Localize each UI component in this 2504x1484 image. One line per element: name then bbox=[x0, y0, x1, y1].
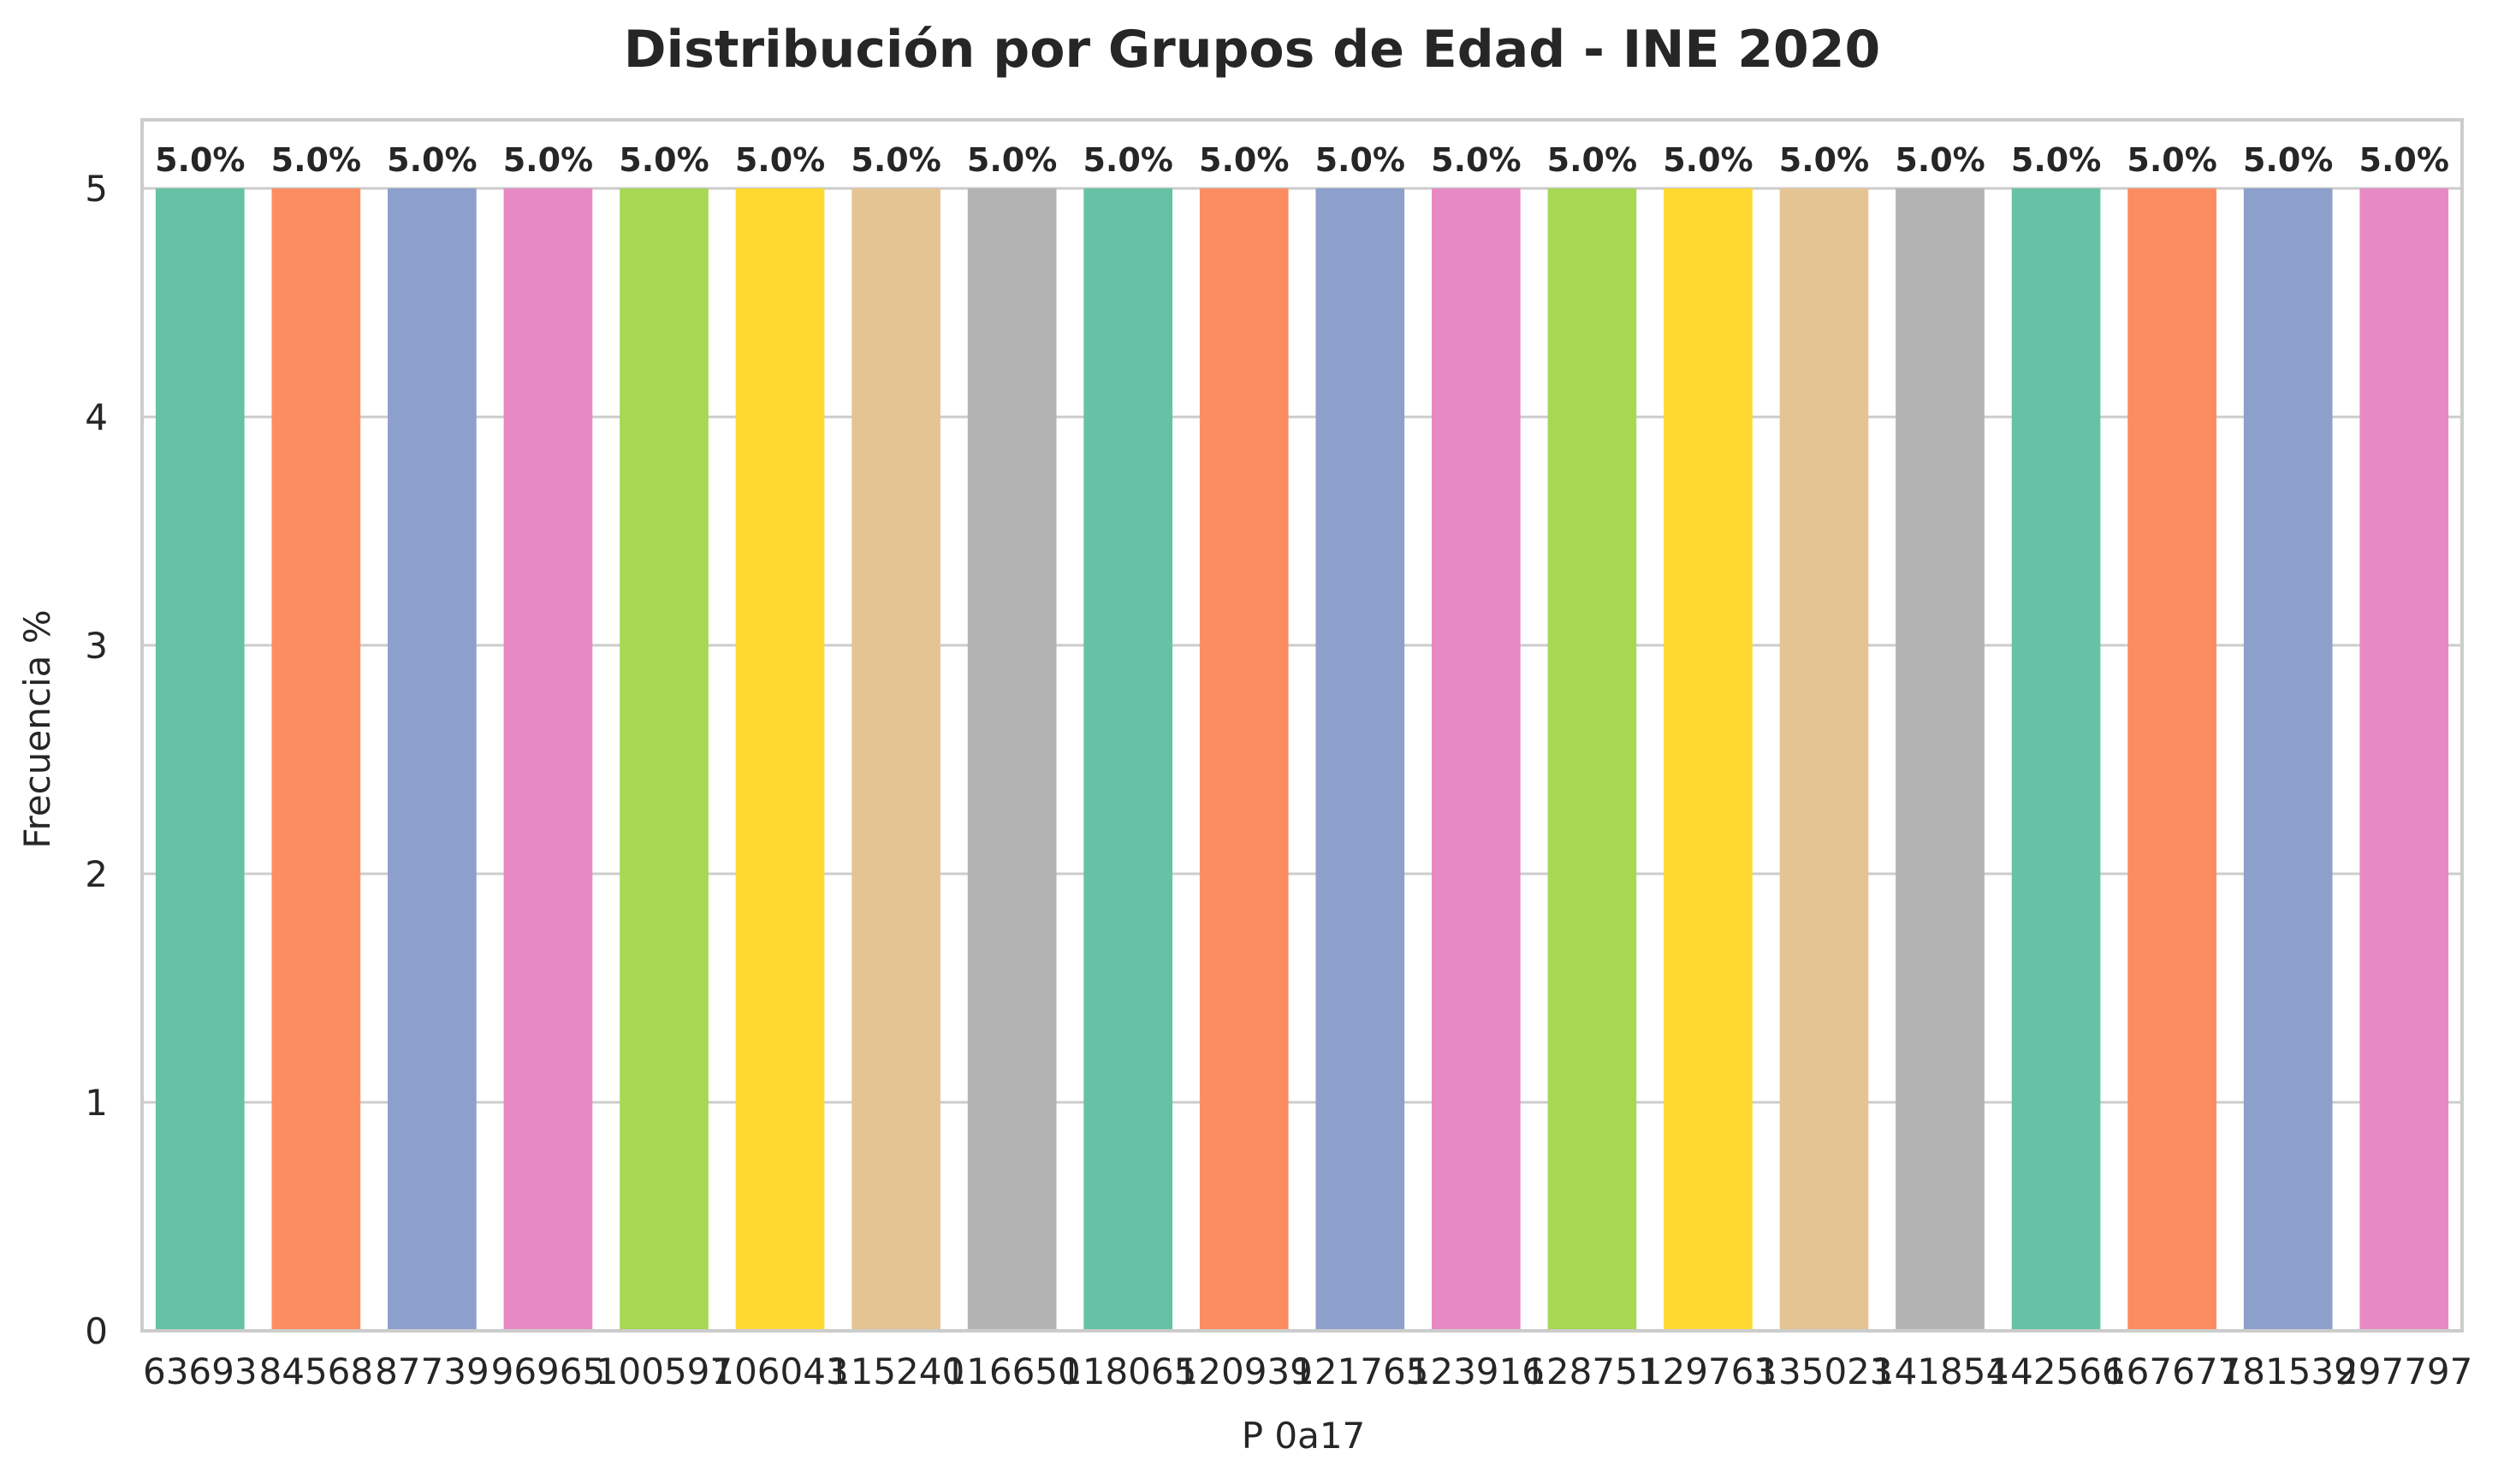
x-tick-label: 121765 bbox=[1291, 1350, 1428, 1392]
data-label: 5.0% bbox=[1083, 141, 1172, 179]
x-tick-label: 297797 bbox=[2335, 1350, 2472, 1392]
bar-128751 bbox=[1547, 188, 1637, 1331]
x-tick-label: 115240 bbox=[828, 1350, 964, 1392]
bar-142566 bbox=[2011, 188, 2101, 1331]
data-label: 5.0% bbox=[2243, 141, 2333, 179]
bar-100597 bbox=[620, 188, 709, 1331]
x-axis-label: P 0a17 bbox=[1242, 1415, 1366, 1457]
bar-118065 bbox=[1083, 188, 1173, 1331]
data-label: 5.0% bbox=[387, 141, 477, 179]
bar-120939 bbox=[1199, 188, 1289, 1331]
chart-title: Distribución por Grupos de Edad - INE 20… bbox=[624, 20, 1881, 80]
data-label: 5.0% bbox=[851, 141, 940, 179]
data-label: 5.0% bbox=[1431, 141, 1521, 179]
x-tick-label: 116650 bbox=[943, 1350, 1080, 1392]
x-tick-label: 135023 bbox=[1755, 1350, 1892, 1392]
bar-129763 bbox=[1664, 188, 1753, 1331]
x-tick-label: 142566 bbox=[1987, 1350, 2124, 1392]
data-label: 5.0% bbox=[2359, 141, 2449, 179]
x-tick-label: 63693 bbox=[143, 1350, 258, 1392]
x-axis-ticks: 63693 84568 87739 9696510059710604311524011… bbox=[143, 1350, 2472, 1392]
bar-116650 bbox=[967, 188, 1057, 1331]
bar-96965 bbox=[503, 188, 593, 1331]
data-label: 5.0% bbox=[1663, 141, 1753, 179]
bar-135023 bbox=[1779, 188, 1869, 1331]
x-tick-label: 106043 bbox=[711, 1350, 848, 1392]
y-axis-label: Frecuencia % bbox=[16, 609, 58, 848]
x-tick-label: 96965 bbox=[491, 1350, 606, 1392]
bar-63693 bbox=[155, 188, 245, 1331]
data-label: 5.0% bbox=[1779, 141, 1869, 179]
data-labels: 5.0% 5.0% 5.0% 5.0% 5.0% 5.0% 5.0% 5.0% 5.0% 5.0%… bbox=[155, 141, 2449, 179]
y-tick-label: 5 bbox=[85, 168, 108, 210]
data-label: 5.0% bbox=[155, 141, 245, 179]
x-tick-label: 128751 bbox=[1523, 1350, 1660, 1392]
bars bbox=[155, 188, 2449, 1331]
data-label: 5.0% bbox=[735, 141, 825, 179]
data-label: 5.0% bbox=[1199, 141, 1289, 179]
y-tick-label: 0 bbox=[85, 1310, 108, 1352]
bar-123916 bbox=[1431, 188, 1521, 1331]
data-label: 5.0% bbox=[1547, 141, 1637, 179]
x-tick-label: 84568 bbox=[259, 1350, 374, 1392]
bar-181539 bbox=[2243, 188, 2333, 1331]
data-label: 5.0% bbox=[1315, 141, 1405, 179]
data-label: 5.0% bbox=[2011, 141, 2101, 179]
x-tick-label: 118065 bbox=[1059, 1350, 1196, 1392]
data-label: 5.0% bbox=[967, 141, 1057, 179]
bar-167677 bbox=[2127, 188, 2216, 1331]
bar-141854 bbox=[1896, 188, 1985, 1331]
data-label: 5.0% bbox=[619, 141, 709, 179]
y-tick-label: 3 bbox=[85, 625, 108, 667]
plot-frame bbox=[140, 118, 2464, 1333]
x-tick-label: 120939 bbox=[1176, 1350, 1313, 1392]
x-tick-label: 100597 bbox=[596, 1350, 733, 1392]
y-tick-label: 2 bbox=[85, 853, 108, 895]
x-tick-label: 181539 bbox=[2220, 1350, 2357, 1392]
x-tick-label: 87739 bbox=[375, 1350, 490, 1392]
bar-106043 bbox=[735, 188, 825, 1331]
bar-297797 bbox=[2359, 188, 2449, 1331]
x-tick-label: 123916 bbox=[1408, 1350, 1545, 1392]
bar-121765 bbox=[1315, 188, 1405, 1331]
x-tick-label: 167677 bbox=[2103, 1350, 2240, 1392]
data-label: 5.0% bbox=[503, 141, 593, 179]
gridlines bbox=[142, 187, 2462, 1333]
data-label: 5.0% bbox=[1895, 141, 1985, 179]
bar-84568 bbox=[271, 188, 361, 1331]
data-label: 5.0% bbox=[2127, 141, 2216, 179]
x-tick-label: 141854 bbox=[1872, 1350, 2009, 1392]
bar-87739 bbox=[388, 188, 477, 1331]
y-tick-label: 1 bbox=[85, 1082, 108, 1124]
bar-115240 bbox=[851, 188, 940, 1331]
y-tick-label: 4 bbox=[85, 396, 108, 438]
data-label: 5.0% bbox=[271, 141, 361, 179]
x-tick-label: 129763 bbox=[1640, 1350, 1777, 1392]
y-axis-ticks: 0 1 2 3 4 5 bbox=[85, 168, 108, 1352]
